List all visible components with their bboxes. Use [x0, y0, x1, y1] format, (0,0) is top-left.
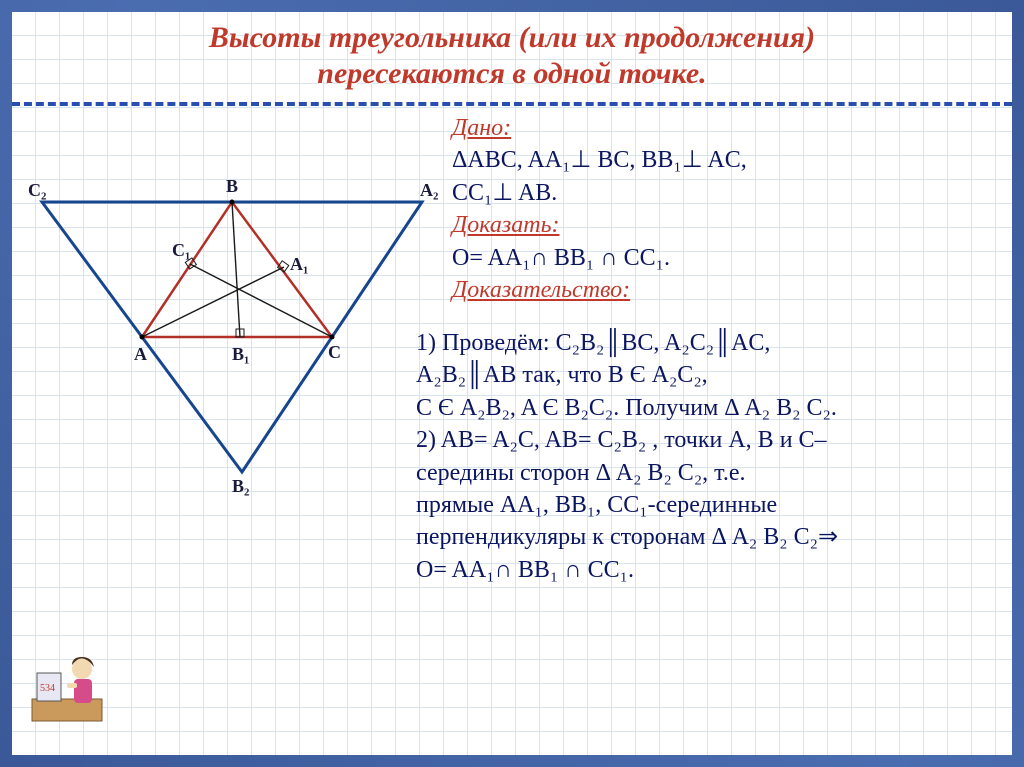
pt-C: [330, 335, 335, 340]
label-B: B: [226, 176, 238, 197]
content-area: A B C A₁ B₁ C₁ A₂ B₂ C₂ Дано: ΔABC, AA₁⊥…: [12, 112, 1012, 735]
altitude-CC1: [190, 264, 332, 337]
proof-1a: 1) Проведём: C₂B₂║BC, A₂C₂║AC,: [416, 327, 998, 359]
arm-icon: [67, 683, 77, 688]
pt-A: [140, 335, 145, 340]
head-icon: [72, 659, 92, 679]
label-C: C: [328, 342, 341, 363]
proof-2b: середины сторон Δ A₂ B₂ C₂, т.е.: [416, 457, 998, 489]
slide-frame: Высоты треугольника (или их продолжения)…: [0, 0, 1024, 767]
proof-2e: O= AA₁∩ BB₁ ∩ CC₁.: [416, 554, 998, 586]
label-C1: C₁: [172, 240, 190, 261]
given-line2: CC₁⊥ AB.: [452, 177, 998, 209]
proof-2a: 2) AB= A₂C, AB= C₂B₂ , точки A, B и C–: [416, 424, 998, 456]
label-A2: A₂: [420, 180, 438, 201]
body-icon: [74, 679, 92, 703]
label-B1: B₁: [232, 344, 249, 365]
label-A: A: [134, 344, 147, 365]
prove-body: O= AA₁∩ BB₁ ∩ CC₁.: [452, 242, 998, 274]
given-line1: ΔABC, AA₁⊥ BC, BB₁⊥ AC,: [452, 144, 998, 176]
proof-label: Доказательство:: [452, 277, 630, 303]
divider-dashed: [12, 102, 1012, 106]
hidden: [284, 267, 332, 337]
proof-1c: C Є A₂B₂, A Є B₂C₂. Получим Δ A₂ B₂ C₂.: [416, 392, 998, 424]
prove-label: Доказать:: [452, 212, 560, 238]
monitor-digits: 534: [40, 683, 55, 694]
label-A1: A₁: [290, 254, 308, 275]
title-line-2: пересекаются в одной точке.: [317, 57, 706, 90]
pt-B: [230, 200, 235, 205]
label-B2: B₂: [232, 476, 249, 497]
proof-2c: прямые AA₁, BB₁, CC₁-серединные: [416, 489, 998, 521]
proof-2d: перпендикуляры к сторонам Δ A₂ B₂ C₂⇒: [416, 521, 998, 553]
desk-icon: [32, 699, 102, 721]
altitude-BB1: [232, 202, 240, 337]
proof-1b: A₂B₂║AB так, что B Є A₂C₂,: [416, 359, 998, 391]
proof-text-upper: Дано: ΔABC, AA₁⊥ BC, BB₁⊥ AC, CC₁⊥ AB. Д…: [452, 112, 998, 306]
proof-text-lower: 1) Проведём: C₂B₂║BC, A₂C₂║AC, A₂B₂║AB т…: [416, 327, 998, 586]
student-icon: 534: [22, 629, 112, 729]
title-line-1: Высоты треугольника (или их продолжения): [209, 21, 815, 54]
geometry-diagram: A B C A₁ B₁ C₁ A₂ B₂ C₂: [22, 132, 452, 492]
given-label: Дано:: [452, 115, 511, 141]
title: Высоты треугольника (или их продолжения)…: [12, 12, 1012, 96]
label-C2: C₂: [28, 180, 46, 201]
